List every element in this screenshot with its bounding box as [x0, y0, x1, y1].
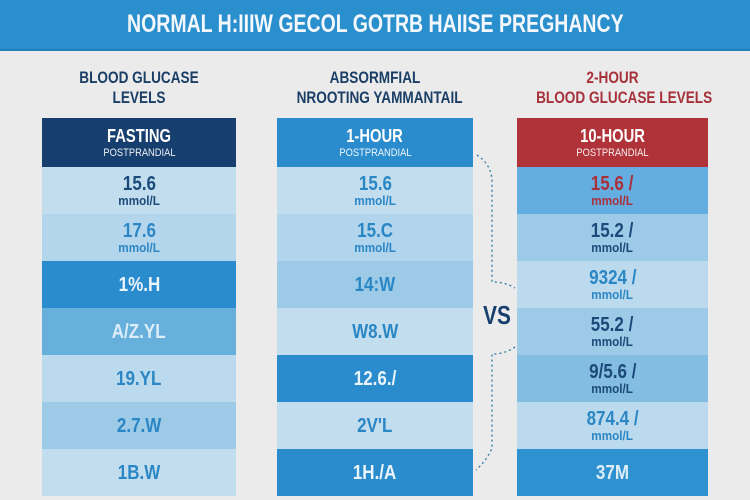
column-heading-1-line-2: LEVELS	[112, 88, 166, 107]
glucose-value: 2.7.W	[116, 414, 162, 437]
value-cell: 15.6 mmol/L	[277, 167, 473, 214]
glucose-unit: mmol/L	[591, 240, 634, 255]
glucose-unit: mmol/L	[591, 428, 634, 443]
glucose-value: 1%.H	[118, 273, 160, 296]
column-heading-2-line-1: ABSORMFIAL	[329, 68, 421, 87]
glucose-unit: mmol/L	[118, 240, 160, 255]
vs-label: VS	[483, 300, 511, 330]
glucose-value: 14:W	[354, 273, 396, 296]
value-cell: 9/5.6 /mmol/L	[517, 355, 708, 402]
value-cell: 12.6./	[277, 355, 473, 402]
glucose-value: 17.6	[122, 220, 156, 242]
glucose-value: 55.2 /	[591, 314, 634, 336]
glucose-unit: mmol/L	[591, 287, 634, 302]
glucose-unit: mmol/L	[354, 193, 396, 208]
value-cell: 14:W	[277, 261, 473, 308]
glucose-unit: mmol/L	[591, 381, 634, 396]
column-header: 10-HOUR POSTPRANDIAL	[517, 118, 708, 167]
value-cell: 15.6 mmol/L	[42, 167, 236, 214]
value-cell: 1H./A	[277, 449, 473, 496]
column-heading-3: 2-HOUR BLOOD GLUCASE LEVELS	[517, 68, 713, 108]
column-header-subtitle: POSTPRANDIAL	[576, 146, 649, 159]
column-header: 1-HOUR POSTPRANDIAL	[277, 118, 473, 167]
glucose-value: 2V'L	[357, 414, 393, 437]
value-cell: 19.YL	[42, 355, 236, 402]
column-heading-2: ABSORMFIAL NROOTING YAMMANTAIL	[277, 68, 473, 108]
column-heading-2-line-2: NROOTING YAMMANTAIL	[296, 88, 463, 107]
glucose-value: A/Z.YL	[112, 320, 166, 343]
column-heading-3-line-1: 2-HOUR	[586, 68, 639, 87]
column-fasting: FASTING POSTPRANDIAL 15.6 mmol/L 17.6 mmol/L 1…	[42, 118, 236, 496]
column-header-title: 10-HOUR	[580, 125, 645, 146]
glucose-value: 9324 /	[588, 267, 637, 289]
column-10-hour: 10-HOUR POSTPRANDIAL 15.6 /mmol/L 15.2 /mmo…	[517, 118, 708, 496]
value-cell: 15.2 /mmol/L	[517, 214, 708, 261]
glucose-unit: mmol/L	[591, 334, 634, 349]
value-cell: 9324 /mmol/L	[517, 261, 708, 308]
glucose-value: 15.6	[358, 173, 392, 195]
column-heading-1: BLOOD GLUCASE LEVELS	[42, 68, 236, 108]
glucose-value: 1B.W	[117, 461, 161, 484]
column-header-subtitle: POSTPRANDIAL	[338, 146, 412, 159]
glucose-value: W8.W	[351, 320, 399, 343]
value-cell: 2V'L	[277, 402, 473, 449]
glucose-value: 15.C	[357, 220, 393, 242]
glucose-value: 874.4 /	[586, 408, 639, 430]
glucose-unit: mmol/L	[118, 193, 160, 208]
column-heading-1-line-1: BLOOD GLUCASE	[79, 68, 199, 87]
glucose-value: 19.YL	[116, 367, 162, 390]
value-cell: 1B.W	[42, 449, 236, 496]
glucose-unit: mmol/L	[354, 240, 396, 255]
value-cell: W8.W	[277, 308, 473, 355]
glucose-unit: mmol/L	[591, 193, 634, 208]
connector-top	[476, 154, 516, 289]
connector-bottom	[475, 346, 516, 471]
value-cell: 15.6 /mmol/L	[517, 167, 708, 214]
value-cell: 55.2 /mmol/L	[517, 308, 708, 355]
column-header-title: 1-HOUR	[346, 125, 404, 146]
glucose-value: 37M	[595, 461, 630, 484]
column-header-subtitle: POSTPRANDIAL	[102, 146, 176, 159]
page-title: NORMAL H:IIIW GECOL GOTRB HAIISE PREGHAN…	[126, 10, 624, 38]
title-banner: NORMAL H:IIIW GECOL GOTRB HAIISE PREGHAN…	[0, 0, 750, 51]
glucose-value: 1H./A	[353, 461, 397, 484]
value-cell: 1%.H	[42, 261, 236, 308]
value-cell: 15.C mmol/L	[277, 214, 473, 261]
glucose-value: 15.6 /	[591, 173, 634, 195]
glucose-value: 15.2 /	[591, 220, 634, 242]
value-cell: 37M	[517, 449, 708, 496]
value-cell: A/Z.YL	[42, 308, 236, 355]
glucose-value: 12.6./	[353, 367, 397, 390]
column-heading-3-line-2: BLOOD GLUCASE LEVELS	[536, 88, 713, 107]
value-cell: 17.6 mmol/L	[42, 214, 236, 261]
column-header-title: FASTING	[107, 125, 171, 146]
value-cell: 2.7.W	[42, 402, 236, 449]
column-1-hour: 1-HOUR POSTPRANDIAL 15.6 mmol/L 15.C mmol/L 14…	[277, 118, 473, 496]
glucose-value: 9/5.6 /	[588, 361, 637, 383]
glucose-value: 15.6	[122, 173, 156, 195]
column-header: FASTING POSTPRANDIAL	[42, 118, 236, 167]
value-cell: 874.4 /mmol/L	[517, 402, 708, 449]
